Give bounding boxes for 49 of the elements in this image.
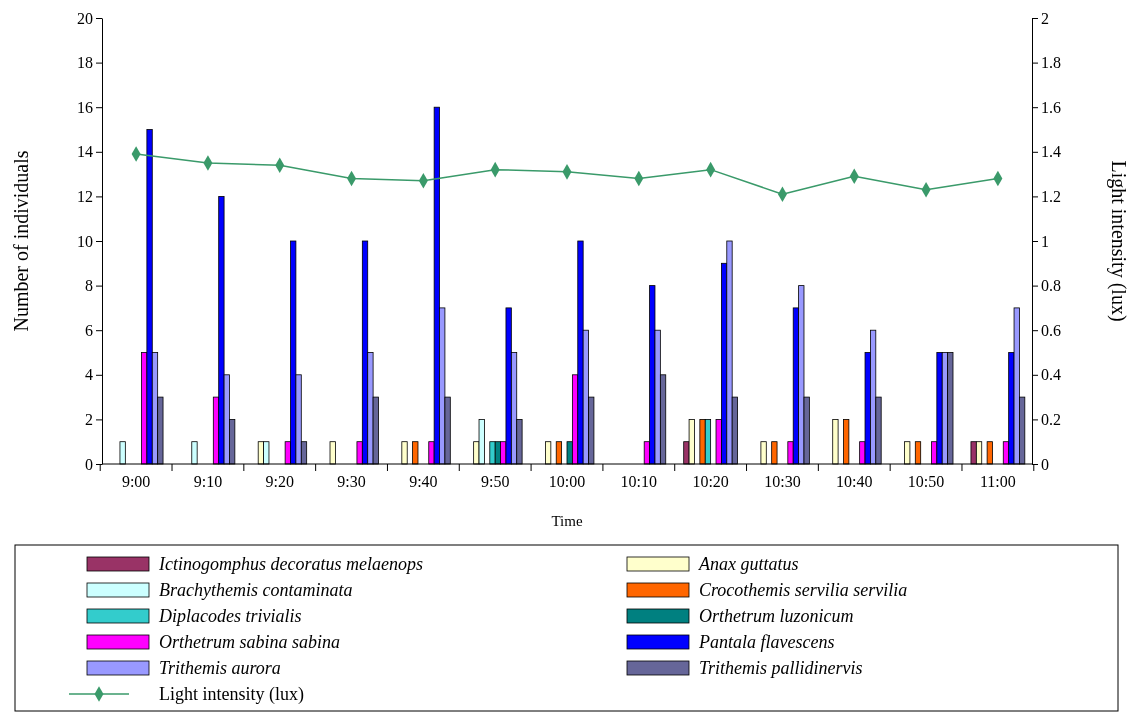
x-tick-label: 9:40	[409, 473, 438, 491]
y2-tick-label: 0	[1041, 455, 1049, 473]
y-tick-label: 4	[85, 366, 93, 384]
legend-label: Pantala flavescens	[698, 632, 835, 652]
legend-label: Brachythemis contaminata	[159, 580, 353, 600]
legend-label: Orthetrum sabina sabina	[159, 632, 341, 652]
y-tick-label: 8	[85, 277, 93, 295]
y-tick-label: 12	[77, 188, 93, 206]
legend-label: Light intensity (lux)	[159, 684, 304, 705]
y2-tick-label: 0.4	[1041, 366, 1061, 384]
y2-tick-label: 1.2	[1041, 188, 1061, 206]
y-tick-label: 2	[85, 411, 93, 429]
y-tick-label: 18	[77, 54, 93, 72]
legend-label: Anax guttatus	[698, 554, 799, 574]
legend-label: Trithemis pallidinervis	[699, 658, 863, 678]
x-tick-label: 10:20	[692, 473, 729, 491]
y2-tick-label: 0.8	[1041, 277, 1061, 295]
legend-label: Orthetrum luzonicum	[699, 606, 854, 626]
x-tick-label: 11:00	[979, 473, 1016, 491]
legend-label: Crocothemis servilia servilia	[699, 580, 908, 600]
x-tick-label: 10:40	[836, 473, 873, 491]
y-tick-label: 14	[77, 143, 93, 161]
y2-axis-title: Light intensity (lux)	[1107, 160, 1130, 322]
x-tick-label: 9:00	[121, 473, 151, 491]
legend-label: Trithemis aurora	[159, 658, 281, 678]
y-tick-label: 20	[77, 9, 93, 27]
y-tick-label: 0	[85, 455, 93, 473]
y2-tick-label: 1.4	[1041, 143, 1061, 161]
x-tick-label: 9:50	[480, 473, 510, 491]
y2-tick-label: 0.2	[1041, 411, 1061, 429]
x-tick-label: 10:10	[620, 473, 658, 491]
y-tick-label: 10	[77, 232, 93, 250]
x-tick-label: 9:10	[193, 473, 223, 491]
y-tick-label: 16	[77, 98, 93, 116]
y2-tick-label: 0.6	[1041, 321, 1061, 339]
x-tick-label: 9:20	[265, 473, 294, 491]
x-axis-title: Time	[551, 513, 583, 529]
y2-tick-label: 2	[1041, 9, 1049, 27]
legend-label: Diplacodes trivialis	[158, 606, 302, 626]
x-tick-label: 9:30	[337, 473, 366, 491]
y-tick-label: 6	[85, 321, 93, 339]
x-tick-label: 10:50	[907, 473, 945, 491]
x-tick-label: 10:30	[764, 473, 801, 491]
y2-tick-label: 1.6	[1041, 98, 1061, 116]
y-axis-title: Number of individuals	[10, 150, 32, 332]
y2-tick-label: 1	[1041, 232, 1049, 250]
y2-tick-label: 1.8	[1041, 54, 1061, 72]
x-tick-label: 10:00	[548, 473, 586, 491]
legend-label: Ictinogomphus decoratus melaenops	[158, 554, 423, 574]
